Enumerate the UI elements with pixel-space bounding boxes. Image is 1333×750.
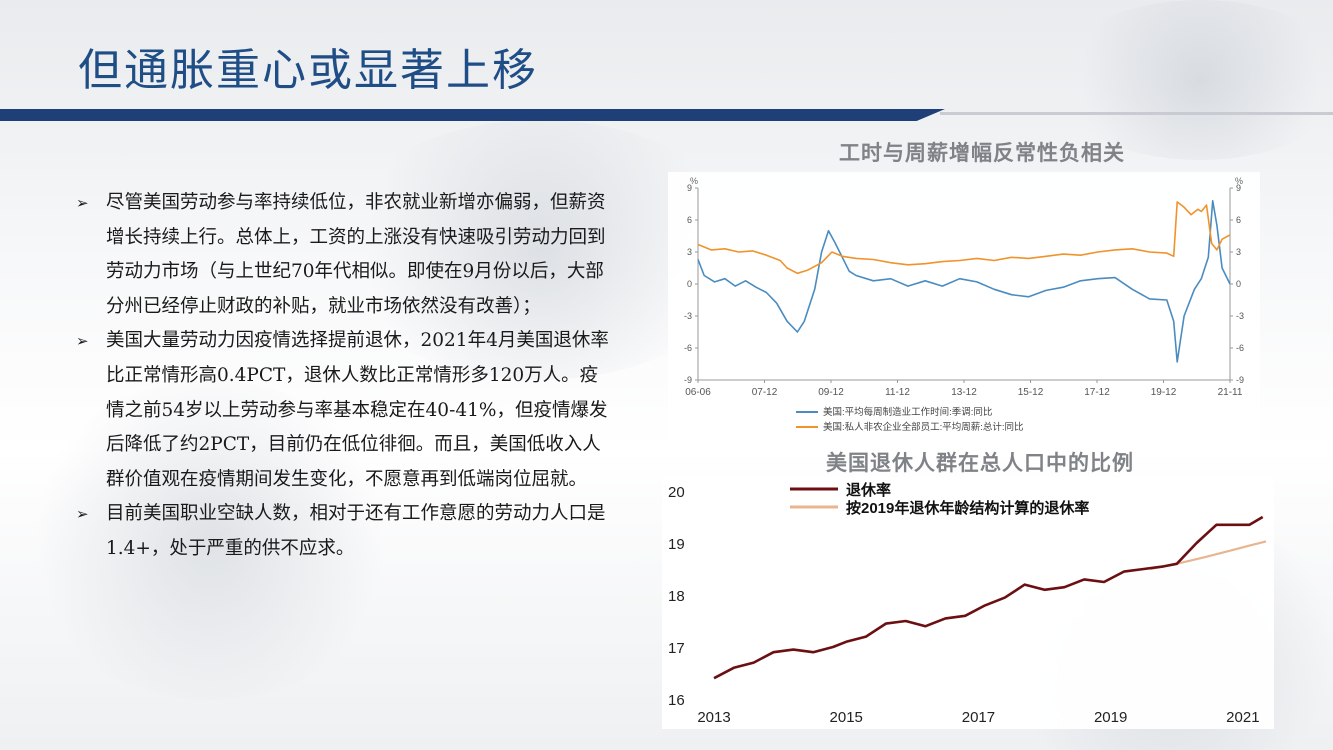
chart2-x-tick-label: 2017	[962, 709, 995, 726]
chart1-series-line-2	[697, 201, 1231, 275]
chart1-y-tick-left: 3	[687, 247, 692, 257]
title-underline-light	[940, 112, 1333, 115]
chart1-x-tick-label: 09-12	[818, 387, 844, 398]
bullet-text: 目前美国职业空缺人数，相对于还有工作意愿的劳动力人口是1.4+，处于严重的供不应…	[106, 503, 606, 559]
chart1-y-tick-right: 6	[1236, 215, 1241, 225]
chart1-x-tick-label: 07-12	[752, 387, 778, 398]
arrow-bullet-icon: ➢	[76, 332, 89, 351]
chart1-y-tick-right: -6	[1236, 343, 1244, 353]
chart1-y-tick-left: 9	[687, 183, 692, 193]
bullet-item-1: ➢ 尽管美国劳动参与率持续低位，非农就业新增亦偏弱，但薪资增长持续上行。总体上，工…	[76, 186, 611, 324]
chart1-legend-label: 美国:私人非农企业全部员工:平均周薪:总计:同比	[823, 421, 1024, 433]
chart2-x-tick-label: 2013	[697, 709, 730, 726]
chart1-x-tick-label: 06-06	[685, 387, 711, 398]
chart1-y-tick-left: 0	[687, 279, 692, 289]
chart2-panel: 16 17 18 19 20 2013 2015 2017 2019 2021 退休率 按2019年…	[662, 477, 1274, 729]
chart1-y-tick-left: -6	[684, 343, 692, 353]
chart2-y-tick-label: 18	[668, 588, 685, 605]
chart1-y-tick-left: 6	[687, 215, 692, 225]
chart2-legend-label: 退休率	[846, 481, 891, 499]
chart2-svg: 16 17 18 19 20 2013 2015 2017 2019 2021 退休率按2019年…	[668, 481, 1267, 726]
bullet-item-2: ➢ 美国大量劳动力因疫情选择提前退休，2021年4月美国退休率比正常情形高0.4P…	[76, 324, 611, 497]
chart1-x-tick-label: 19-12	[1151, 387, 1177, 398]
chart1-panel: % % -9 -9 -6 -6 -3 -3 0 0 3 3 6 6 9 9 06-06 07-12 09-12 1…	[668, 172, 1260, 440]
chart2-legend-label: 按2019年退休年龄结构计算的退休率	[846, 499, 1089, 517]
chart2-x-tick-label: 2019	[1094, 709, 1127, 726]
chart2-y-tick-label: 17	[668, 640, 685, 657]
chart2-x-tick-label: 2021	[1226, 709, 1259, 726]
bullet-list: ➢ 尽管美国劳动参与率持续低位，非农就业新增亦偏弱，但薪资增长持续上行。总体上，工…	[76, 186, 611, 567]
chart1-title: 工时与周薪增幅反常性负相关	[839, 141, 1125, 165]
chart1-legend-label: 美国:平均每周制造业工作时间:季调:同比	[823, 406, 992, 418]
chart2-y-tick-label: 16	[668, 692, 685, 709]
arrow-bullet-icon: ➢	[76, 194, 89, 212]
chart1-y-tick-left: -9	[684, 375, 692, 385]
chart1-y-tick-left: -3	[684, 311, 692, 321]
bullet-item-3: ➢ 目前美国职业空缺人数，相对于还有工作意愿的劳动力人口是1.4+，处于严重的供不…	[76, 497, 611, 566]
chart1-series-line-1	[697, 199, 1231, 363]
chart1-y-tick-right: -3	[1236, 311, 1244, 321]
chart1-y-tick-right: 0	[1236, 279, 1241, 289]
chart1-y-unit-right: %	[1235, 176, 1243, 186]
chart1-x-tick-label: 13-12	[951, 387, 977, 398]
chart1-x-tick-label: 17-12	[1084, 387, 1110, 398]
chart2-title: 美国退休人群在总人口中的比例	[826, 451, 1134, 475]
title-underline-bar	[0, 109, 945, 121]
page-title: 但通胀重心或显著上移	[78, 45, 538, 96]
chart2-x-tick-label: 2015	[830, 709, 863, 726]
chart2-y-tick-label: 19	[668, 536, 685, 553]
arrow-bullet-icon: ➢	[76, 505, 89, 524]
bullet-text: 美国大量劳动力因疫情选择提前退休，2021年4月美国退休率比正常情形高0.4PC…	[106, 330, 609, 490]
chart1-x-tick-label: 21-11	[1218, 387, 1243, 398]
chart1-svg: % % -9 -9 -6 -6 -3 -3 0 0 3 3 6 6 9 9 06-06 07-12 09-12 1…	[684, 176, 1244, 433]
chart2-series-line-1	[713, 515, 1264, 680]
chart1-x-tick-label: 15-12	[1018, 387, 1044, 398]
chart1-y-tick-right: -9	[1236, 375, 1244, 385]
chart2-y-tick-label: 20	[668, 484, 685, 501]
chart1-y-unit-left: %	[690, 176, 698, 186]
chart1-x-tick-label: 11-12	[885, 387, 910, 398]
bullet-text: 尽管美国劳动参与率持续低位，非农就业新增亦偏弱，但薪资增长持续上行。总体上，工资…	[106, 192, 606, 317]
chart1-y-tick-right: 9	[1236, 183, 1241, 193]
chart1-y-tick-right: 3	[1236, 247, 1241, 257]
